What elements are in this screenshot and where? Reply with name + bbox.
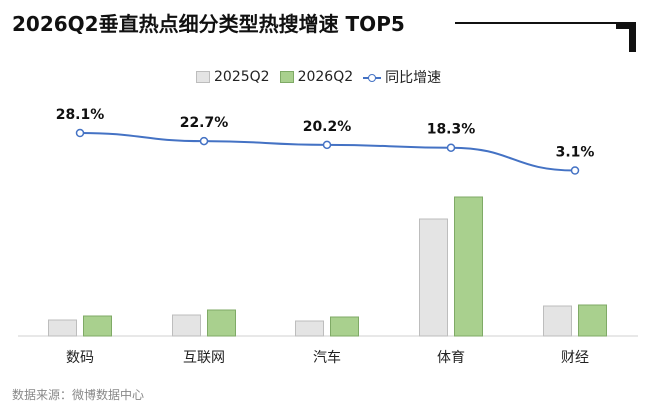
- growth-data-label-1: 22.7%: [180, 115, 229, 131]
- growth-point-2: [322, 140, 332, 150]
- title-decoration-line: [455, 22, 635, 24]
- bar-2026q2-4: [578, 304, 607, 337]
- growth-data-label-2: 20.2%: [303, 119, 352, 135]
- data-source-note: 数据来源：微博数据中心: [12, 388, 145, 402]
- x-tick-label-4: 财经: [561, 350, 589, 366]
- legend-label-2025q2: 2025Q2: [214, 69, 270, 85]
- bar-2025q2-2: [295, 320, 324, 337]
- title-decoration-corner-top: [616, 22, 636, 29]
- growth-point-1: [199, 136, 209, 146]
- legend-label-growth: 同比增速: [385, 70, 442, 86]
- growth-point-0: [75, 128, 85, 138]
- growth-data-label-4: 3.1%: [556, 145, 595, 161]
- growth-point-4: [570, 166, 580, 175]
- title-decoration-corner-side: [629, 22, 636, 52]
- chart-title: 2026Q2垂直热点细分类型热搜增速 TOP5: [12, 12, 405, 36]
- x-tick-label-1: 互联网: [183, 350, 225, 366]
- bar-2025q2-4: [543, 305, 572, 337]
- legend-item-2026q2: 2026Q2: [279, 69, 354, 85]
- bar-2025q2-1: [172, 314, 201, 337]
- legend-label-2026q2: 2026Q2: [297, 69, 354, 85]
- legend-item-2025q2: 2025Q2: [196, 69, 270, 85]
- legend-item-growth: 同比增速: [363, 67, 441, 87]
- legend-swatch-growth-line: [363, 72, 382, 82]
- bar-2025q2-0: [48, 319, 77, 337]
- bar-2026q2-0: [83, 315, 112, 337]
- bar-2026q2-2: [330, 316, 359, 337]
- x-tick-label-2: 汽车: [313, 349, 341, 366]
- x-tick-label-0: 数码: [66, 350, 94, 366]
- growth-line: [79, 132, 576, 172]
- growth-point-3: [446, 143, 456, 152]
- legend-swatch-2026q2: [279, 71, 294, 83]
- growth-data-label-3: 18.3%: [427, 122, 476, 138]
- legend-swatch-2025q2: [196, 71, 210, 83]
- bar-2026q2-3: [454, 196, 483, 337]
- chart-legend: 2025Q2 2026Q2 同比增速: [196, 67, 441, 87]
- growth-data-label-0: 28.1%: [56, 107, 105, 123]
- bar-2026q2-1: [207, 309, 236, 337]
- x-tick-label-3: 体育: [437, 350, 465, 366]
- bar-2025q2-3: [419, 218, 448, 337]
